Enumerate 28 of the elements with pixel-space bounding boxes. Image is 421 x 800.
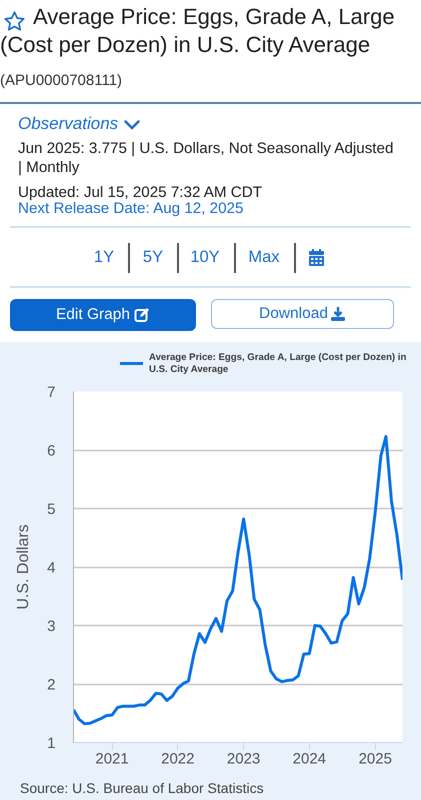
y-tick-label: 6 bbox=[47, 442, 56, 460]
text: Observations bbox=[18, 114, 118, 133]
x-tick-label: 2025 bbox=[358, 750, 392, 768]
x-tick-label: 2021 bbox=[95, 750, 129, 768]
x-tick-label: 2022 bbox=[161, 750, 195, 768]
line-series bbox=[74, 435, 402, 726]
text: Max bbox=[247, 247, 281, 267]
legend-label: Average Price: Eggs, Grade A, Large (Cost per Dozen) in U.S. City Average bbox=[149, 352, 408, 376]
text: 1Y bbox=[92, 247, 116, 267]
text: Updated: Jul 15, 2025 7:32 AM CDT bbox=[18, 184, 262, 201]
y-tick-label: 3 bbox=[47, 618, 56, 635]
x-tick-label: 2024 bbox=[292, 750, 326, 768]
text: 10Y bbox=[189, 247, 221, 267]
text: Next Release Date: Aug 12, 2025 bbox=[18, 200, 244, 217]
chart-subtitle: (APU0000708111) bbox=[0, 72, 122, 90]
y-axis-title: U.S. Dollars bbox=[15, 524, 32, 610]
source-note: Source: U.S. Bureau of Labor Statistics bbox=[20, 780, 264, 797]
button: Edit Graph bbox=[10, 299, 196, 331]
y-tick-label: 4 bbox=[47, 560, 56, 576]
text: 5Y bbox=[142, 247, 164, 267]
y-tick-label: 7 bbox=[47, 384, 56, 401]
text: Jun 2025: 3.775 | U.S. Dollars, Not Seasonally Adjusted | Monthly bbox=[18, 139, 394, 177]
chart-title: Average Price: Eggs, Grade A, Large (Cost per Dozen) in U.S. City Average bbox=[0, 3, 396, 59]
x-tick-label: 2023 bbox=[226, 750, 260, 768]
button: Download bbox=[211, 299, 394, 329]
y-tick-label: 5 bbox=[47, 501, 56, 518]
y-tick-label: 1 bbox=[47, 735, 56, 752]
y-tick-label: 2 bbox=[47, 676, 56, 694]
